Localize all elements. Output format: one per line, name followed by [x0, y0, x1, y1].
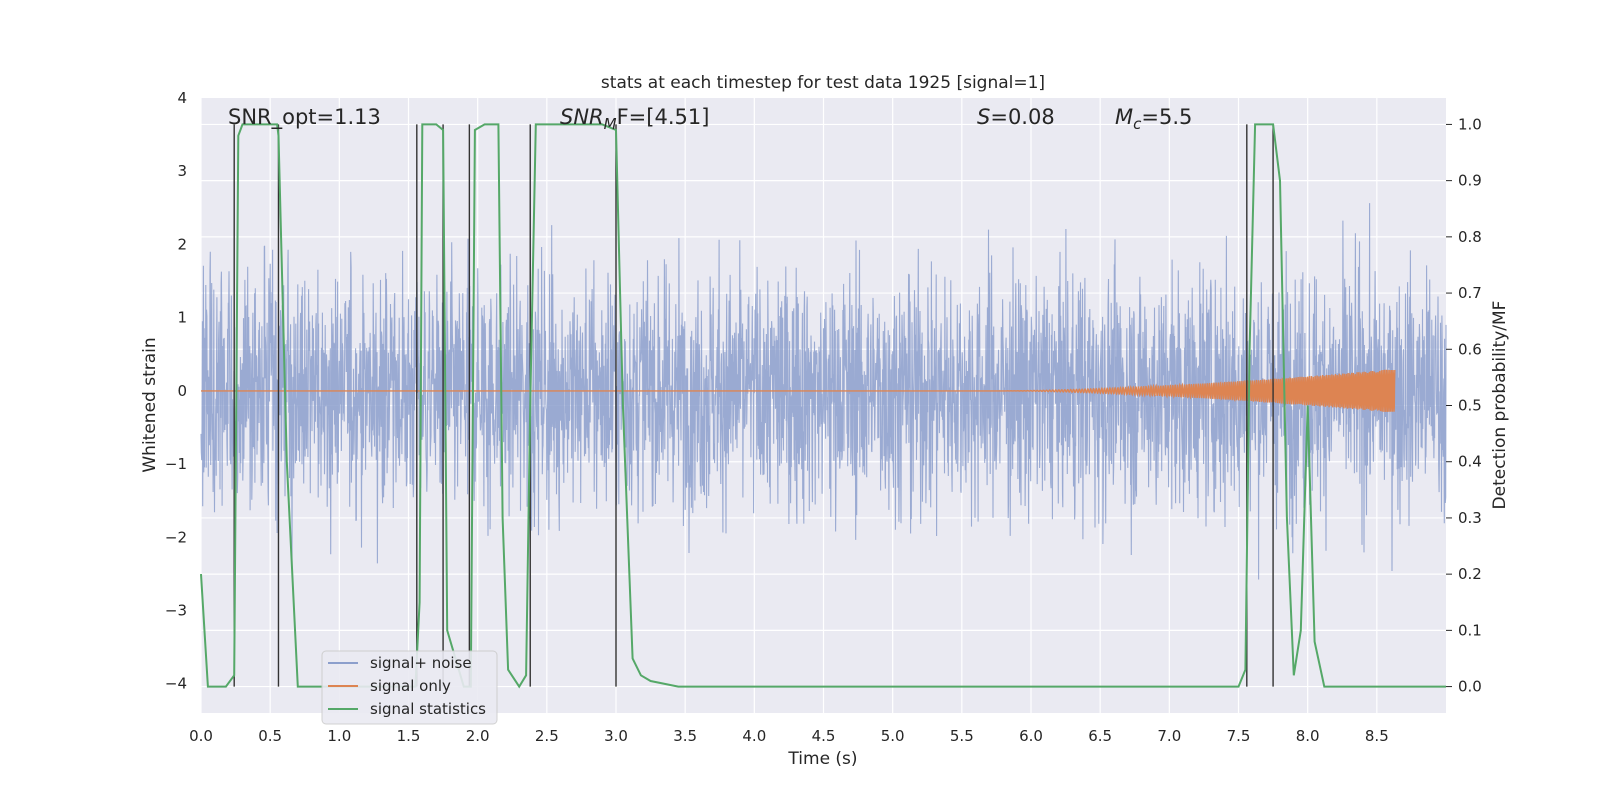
- x-tick-14: 7.0: [1157, 727, 1181, 745]
- y2-tick-2: 0.8: [1458, 228, 1482, 246]
- chart-title: stats at each timestep for test data 192…: [601, 73, 1045, 93]
- y2-tick-10: 0.0: [1458, 678, 1482, 696]
- y-axis-label: Whitened strain: [140, 337, 160, 472]
- y2-tick-4: 0.6: [1458, 340, 1482, 358]
- y2-tick-0: 1.0: [1458, 115, 1482, 133]
- legend-entry-signal: signal only: [370, 677, 451, 695]
- y-tick-4: 0: [177, 382, 187, 400]
- y-tick-7: −3: [165, 602, 187, 620]
- y2-tick-1: 0.9: [1458, 172, 1482, 190]
- series-signal-line: [201, 369, 1396, 412]
- annotation-s-rest: =0.08: [990, 105, 1054, 129]
- y-axis-ticks: 4 3 2 1 0 −1 −2 −3 −4: [165, 89, 187, 693]
- annotation-snr-mf: SNRMF=[4.51]: [560, 105, 709, 133]
- annotation-snr-opt: SNR_opt=1.13: [228, 105, 381, 130]
- series-stats-line: [200, 123, 1446, 689]
- y-tick-2: 2: [177, 235, 187, 253]
- legend-entry-stats: signal statistics: [370, 700, 486, 718]
- legend-box: [321, 650, 498, 725]
- y2-tick-6: 0.4: [1458, 453, 1482, 471]
- x-axis-label: Time (s): [787, 749, 857, 769]
- annotation-snr-mf-base: SNR: [560, 105, 604, 129]
- x-tick-7: 3.5: [673, 727, 697, 745]
- y2-axis-ticks: 1.0 0.9 0.8 0.7 0.6 0.5 0.4 0.3 0.2 0.1 0.0: [1446, 115, 1482, 696]
- annotation-s-base: S: [977, 105, 990, 129]
- annotation-mc-rest: =5.5: [1141, 105, 1192, 129]
- x-tick-10: 5.0: [881, 727, 905, 745]
- y-tick-1: 3: [177, 162, 187, 180]
- y2-tick-9: 0.1: [1458, 621, 1482, 639]
- x-tick-12: 6.0: [1019, 727, 1043, 745]
- y2-tick-7: 0.3: [1458, 509, 1482, 527]
- y2-tick-8: 0.2: [1458, 565, 1482, 583]
- x-tick-3: 1.5: [397, 727, 421, 745]
- noise-series: [200, 203, 1447, 580]
- x-tick-5: 2.5: [535, 727, 559, 745]
- x-tick-0: 0.0: [189, 727, 213, 745]
- legend-entry-noise: signal+ noise: [370, 654, 472, 672]
- x-tick-8: 4.0: [742, 727, 766, 745]
- y-tick-6: −2: [165, 528, 187, 546]
- y2-tick-5: 0.5: [1458, 397, 1482, 415]
- signal-series: [201, 369, 1396, 412]
- x-tick-17: 8.5: [1365, 727, 1389, 745]
- x-tick-2: 1.0: [327, 727, 351, 745]
- annotation-mc: Mc=5.5: [1115, 105, 1192, 133]
- y-tick-5: −1: [165, 455, 187, 473]
- y2-axis-label: Detection probability/MF: [1490, 301, 1510, 510]
- annotation-snr-mf-rest: F=[4.51]: [617, 105, 710, 129]
- y2-tick-3: 0.7: [1458, 284, 1482, 302]
- y-tick-3: 1: [177, 309, 187, 327]
- x-tick-15: 7.5: [1227, 727, 1251, 745]
- x-tick-1: 0.5: [258, 727, 282, 745]
- x-tick-16: 8.0: [1296, 727, 1320, 745]
- x-axis-ticks: 0.0 0.5 1.0 1.5 2.0 2.5 3.0 3.5 4.0 4.5 5.0 5.5 6.0 6…: [189, 727, 1389, 745]
- x-tick-9: 4.5: [812, 727, 836, 745]
- legend: signal+ noise signal only signal statist…: [321, 650, 498, 725]
- x-tick-11: 5.5: [950, 727, 974, 745]
- x-tick-6: 3.0: [604, 727, 628, 745]
- y-tick-0: 4: [177, 89, 187, 107]
- annotation-snr-mf-sub: M: [604, 115, 617, 133]
- x-tick-13: 6.5: [1088, 727, 1112, 745]
- annotation-s: S=0.08: [977, 105, 1055, 129]
- stats-series: [200, 123, 1446, 689]
- annotation-mc-sub: c: [1133, 115, 1142, 133]
- x-tick-4: 2.0: [466, 727, 490, 745]
- series-noise-line: [200, 203, 1447, 580]
- y-tick-8: −4: [165, 675, 187, 693]
- annotation-mc-base: M: [1115, 105, 1133, 129]
